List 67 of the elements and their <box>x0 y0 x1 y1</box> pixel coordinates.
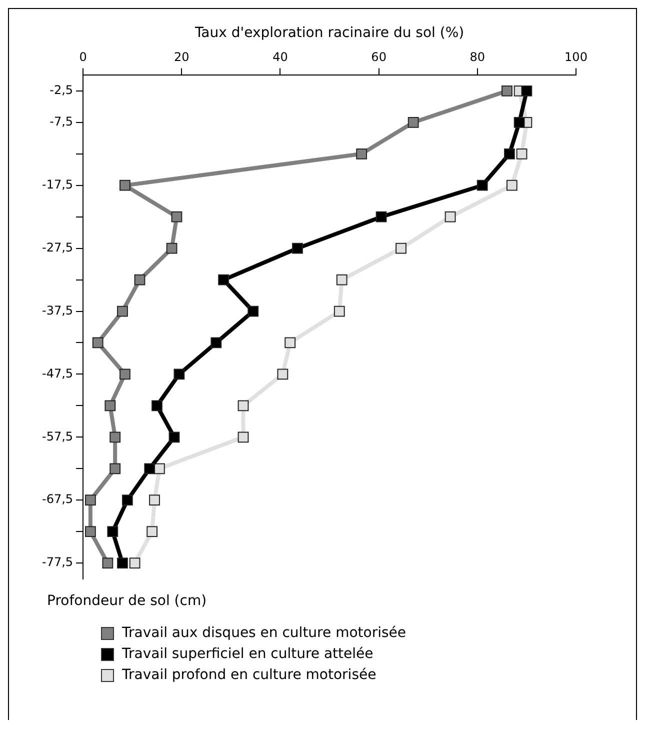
point <box>502 85 512 96</box>
point <box>146 526 158 538</box>
point <box>238 400 249 412</box>
point <box>521 85 532 96</box>
y-tick-label: -2,5 <box>50 83 74 98</box>
point <box>84 526 96 538</box>
point <box>117 306 128 317</box>
x-tick-label: 80 <box>470 50 486 64</box>
point <box>396 242 406 254</box>
point <box>171 211 182 222</box>
legend-label: Travail aux disques en culture motorisée <box>122 625 406 641</box>
point <box>408 116 419 128</box>
x-tick-label: 0 <box>79 50 87 64</box>
y-tick-label: -27,5 <box>42 240 74 254</box>
point <box>104 400 116 412</box>
point <box>84 494 96 506</box>
x-tick-label: 20 <box>174 50 190 64</box>
point <box>292 242 303 254</box>
point <box>516 148 528 160</box>
point <box>210 337 222 348</box>
point <box>120 180 130 191</box>
y-tick-label: -67,5 <box>42 492 74 506</box>
y-tick-label: -57,5 <box>42 429 74 444</box>
point <box>102 558 114 569</box>
y-tick-label: -47,5 <box>42 366 74 380</box>
legend-label: Travail profond en culture motorisée <box>122 667 376 683</box>
point <box>166 242 178 254</box>
point <box>149 494 160 506</box>
point <box>248 306 259 317</box>
point <box>110 432 121 443</box>
point <box>218 274 229 286</box>
x-tick-label: 40 <box>272 50 288 64</box>
point <box>356 148 368 160</box>
point <box>277 368 288 380</box>
point <box>117 558 128 569</box>
x-axis-title: Taux d'exploration racinaire du sol (%) <box>194 25 464 42</box>
point <box>174 368 185 380</box>
point <box>504 148 515 160</box>
point <box>506 180 518 191</box>
point <box>238 432 249 443</box>
point <box>107 526 118 538</box>
point <box>110 463 121 474</box>
point <box>152 400 162 412</box>
frame: Taux d'exploration racinaire du sol (%) 0 20 40 60 80 100 -2,5 -7,5 -17,5 -27,5 -37,5 -47,5 -57,5 -67,5 -77,5 Profondeur de sol (cm) Travail aux disques en culture motorisée Travail superficiel en culture attelée Travail profond en culture motorisée <box>8 8 637 720</box>
y-tick-label: -77,5 <box>42 555 74 570</box>
legend-label: Travail superficiel en culture attelée <box>122 646 374 662</box>
point <box>476 180 488 191</box>
point <box>129 558 140 569</box>
y-tick-label: -17,5 <box>42 177 74 192</box>
point <box>154 463 165 474</box>
point <box>144 463 156 474</box>
point <box>168 432 180 443</box>
point <box>376 211 387 222</box>
point <box>334 306 345 317</box>
x-tick-label: 100 <box>564 50 588 64</box>
point <box>120 368 130 380</box>
point <box>444 211 456 222</box>
y-tick-label: -37,5 <box>42 303 74 318</box>
point <box>92 337 104 348</box>
y-tick-label: -7,5 <box>50 114 74 129</box>
point <box>284 337 296 348</box>
point <box>336 274 348 286</box>
point <box>514 116 525 128</box>
y-axis-title: Profondeur de sol (cm) <box>47 593 208 609</box>
point <box>122 494 133 506</box>
point <box>134 274 146 286</box>
x-tick-label: 60 <box>371 50 386 64</box>
